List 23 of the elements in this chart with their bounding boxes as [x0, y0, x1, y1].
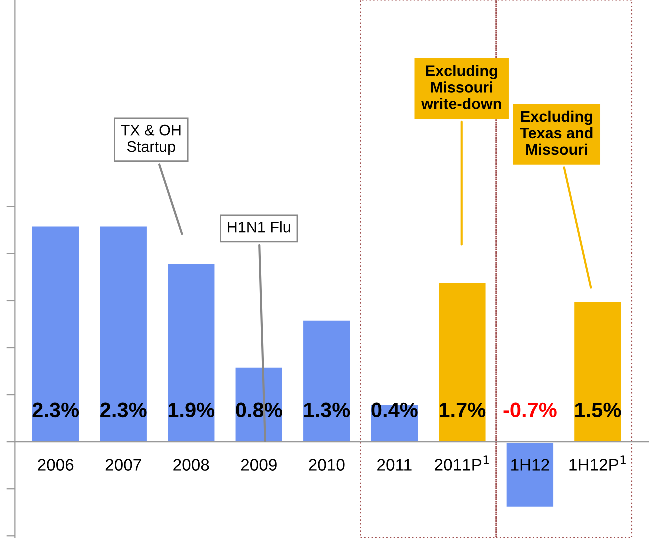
data-label: 1.7%: [440, 402, 486, 418]
x-tick-label: 2010: [309, 459, 345, 471]
annotation: TX & OH Startup: [121, 124, 181, 156]
x-tick-label: 2006: [38, 459, 74, 471]
data-label: 1.5%: [576, 402, 622, 418]
x-tick-label: 2011: [378, 459, 412, 471]
data-label: 1.9%: [168, 402, 215, 418]
data-label: 2.3%: [100, 402, 147, 418]
data-label: -0.7%: [504, 402, 557, 418]
x-tick-label: 2007: [106, 459, 142, 471]
annotation: Excluding Texas and Missouri: [520, 110, 593, 156]
x-tick-label: 1H12P$^{1}$: [570, 456, 626, 471]
data-label: 1.3%: [304, 402, 350, 418]
annotation: H1N1 Flu: [228, 222, 290, 233]
x-tick-label: 2009: [241, 459, 277, 471]
x-tick-label: 2011P$^{1}$: [435, 456, 489, 471]
x-tick-label: 1H12: [512, 459, 550, 471]
data-label: 0.8%: [236, 402, 282, 418]
annotation: Excluding Missouri write-down: [422, 65, 502, 110]
data-label: 0.4%: [372, 402, 418, 418]
data-label: 2.3%: [32, 402, 80, 418]
bar: [504, 441, 556, 509]
x-tick-label: 2008: [174, 459, 210, 471]
